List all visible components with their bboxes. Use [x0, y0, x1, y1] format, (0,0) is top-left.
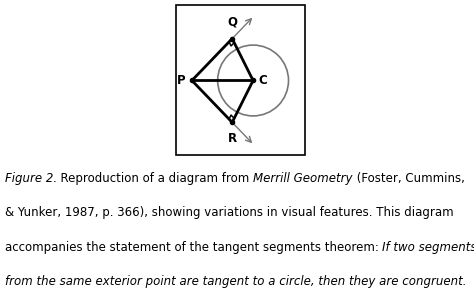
Text: & Yunker, 1987, p. 366), showing variations in visual features. This diagram: & Yunker, 1987, p. 366), showing variati… [5, 206, 453, 219]
Text: Merrill Geometry: Merrill Geometry [253, 172, 353, 185]
Text: P: P [177, 74, 185, 87]
Text: R: R [228, 132, 237, 145]
Text: . Reproduction of a diagram from: . Reproduction of a diagram from [53, 172, 253, 185]
Text: Figure 2: Figure 2 [5, 172, 53, 185]
Text: from the same exterior point are tangent to a circle, then they are congruent.: from the same exterior point are tangent… [5, 275, 466, 288]
Text: C: C [258, 74, 267, 87]
Text: accompanies the statement of the tangent segments theorem:: accompanies the statement of the tangent… [5, 241, 383, 254]
Text: If two segments: If two segments [383, 241, 474, 254]
Text: Q: Q [227, 16, 237, 29]
Bar [176, 5, 305, 154]
Text: (Foster, Cummins,: (Foster, Cummins, [353, 172, 465, 185]
